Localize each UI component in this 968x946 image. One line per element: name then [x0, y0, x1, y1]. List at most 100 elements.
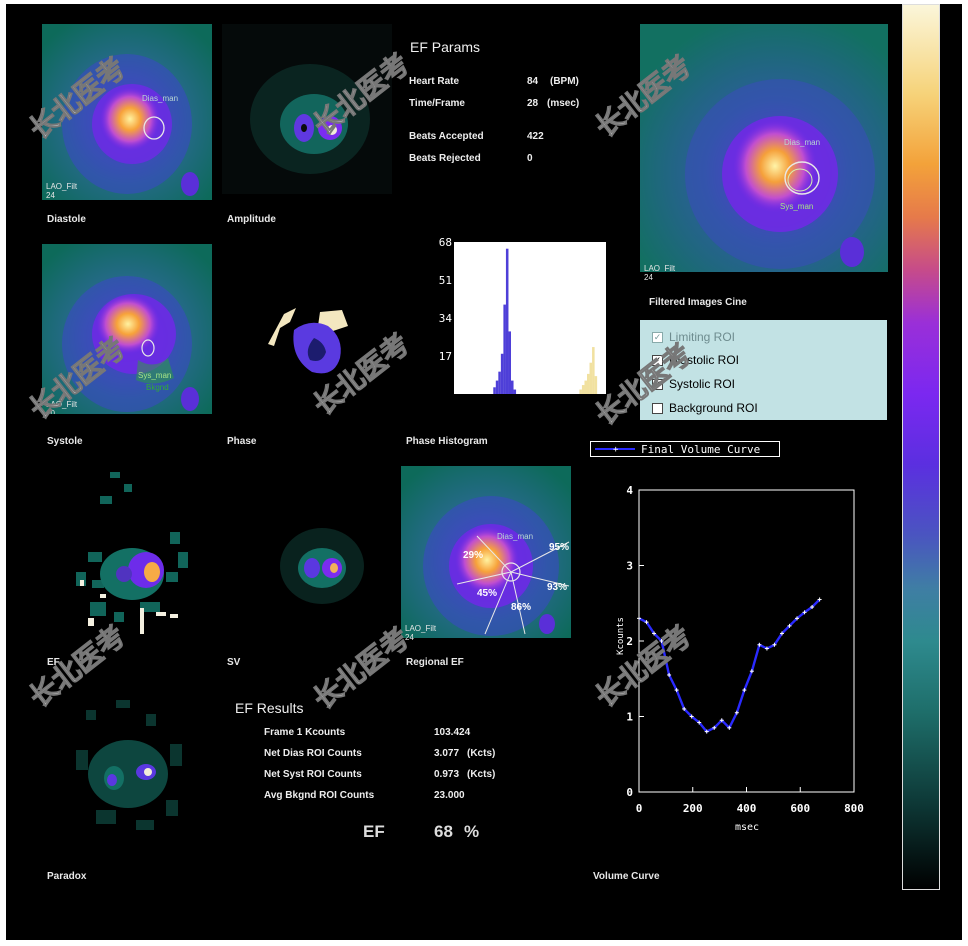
- cine-roi-dias-label: Dias_man: [784, 138, 821, 147]
- amplitude-image[interactable]: [222, 24, 392, 194]
- systole-image[interactable]: Sys_man Bkgnd LAO_Filt 10: [42, 244, 212, 414]
- result-avg-bkgnd-label: Avg Bkgnd ROI Counts: [264, 790, 375, 801]
- param-beats-rejected-label: Beats Rejected: [409, 153, 481, 164]
- volume-curve-point: [749, 669, 754, 674]
- volume-curve-point: [697, 720, 702, 725]
- roi-option-diastolic[interactable]: ✓ Diastolic ROI: [652, 352, 739, 368]
- paradox-image[interactable]: [66, 690, 196, 850]
- volume-plot-area: [638, 489, 855, 793]
- ef-result-value: 68: [434, 822, 453, 841]
- histogram-bar-0-3: [500, 353, 504, 394]
- histogram-bar-1-4: [589, 362, 593, 394]
- regional-ef-sector-5: 86%: [511, 602, 532, 613]
- cine-frame: 24: [644, 273, 653, 282]
- volume-curve-point: [637, 616, 641, 621]
- volume-curve-point: [764, 646, 769, 651]
- result-net-syst-label: Net Syst ROI Counts: [264, 769, 362, 780]
- param-heart-rate-label: Heart Rate: [409, 76, 460, 87]
- roi-option-systolic[interactable]: ✓ Systolic ROI: [652, 376, 735, 392]
- regional-ef-sector-2: 95%: [549, 542, 570, 553]
- histogram-bar-1-6: [594, 376, 598, 394]
- histogram-y-tick: 34: [439, 312, 453, 325]
- ef-image[interactable]: [70, 462, 194, 638]
- checkbox-background-roi[interactable]: [652, 402, 663, 414]
- checkbox-diastolic-roi[interactable]: ✓: [652, 354, 663, 366]
- histogram-bar-1-5: [592, 347, 595, 394]
- diastole-tag: LAO_Filt: [46, 182, 78, 191]
- histogram-bar-0-6: [508, 331, 511, 394]
- param-beats-accepted-value: 422: [527, 131, 544, 142]
- volume-y-tick: 0: [626, 786, 633, 799]
- volume-curve-point: [674, 688, 679, 693]
- histogram-x-tick: 90: [485, 396, 498, 409]
- volume-curve-xlabel: msec: [735, 822, 759, 833]
- histogram-bar-0-5: [505, 248, 509, 394]
- param-time-frame-label: Time/Frame: [409, 98, 465, 109]
- volume-x-tick: 0: [636, 802, 643, 815]
- cine-roi-sys-label: Sys_man: [780, 202, 814, 211]
- param-heart-rate-value: 84: [527, 76, 539, 87]
- diastole-roi-label: Dias_man: [142, 94, 179, 103]
- roi-option-limiting-label: Limiting ROI: [669, 330, 736, 344]
- volume-curve-point: [682, 706, 687, 711]
- histogram-bar-0-0: [493, 387, 496, 394]
- result-avg-bkgnd-value: 23.000: [434, 790, 465, 801]
- volume-curve-point: [719, 718, 724, 723]
- histogram-x-tick: 0: [451, 396, 458, 409]
- volume-curve-point: [772, 642, 777, 647]
- systole-tag: LAO_Filt: [46, 400, 78, 409]
- volume-x-tick: 600: [790, 802, 810, 815]
- regional-ef-label: Regional EF: [406, 657, 464, 668]
- cine-image[interactable]: Dias_man Sys_man LAO_Filt: [640, 24, 888, 272]
- diastole-frame: 24: [46, 191, 55, 200]
- volume-curve-point: [742, 688, 747, 693]
- sv-label: SV: [227, 657, 241, 668]
- regional-ef-image[interactable]: Dias_man 29% 95% 93% 45% 86% LAO_Filt: [401, 466, 571, 638]
- histogram-x-tick: 270: [558, 396, 578, 409]
- volume-curve-point: [810, 605, 815, 610]
- ef-params-title: EF Params: [410, 39, 481, 55]
- param-time-frame-unit: (msec): [547, 98, 580, 109]
- volume-curve-legend: + Final Volume Curve: [590, 441, 780, 457]
- cine-label: Filtered Images Cine: [649, 297, 747, 308]
- diastole-image[interactable]: Dias_man LAO_Filt 24: [42, 24, 212, 200]
- volume-curve-point: [795, 616, 800, 621]
- histogram-bar-1-1: [581, 385, 585, 394]
- regional-ef-sector-3: 93%: [547, 582, 568, 593]
- ef-result-unit: %: [464, 822, 480, 841]
- systole-frame: 10: [46, 409, 55, 414]
- volume-x-tick: 400: [737, 802, 757, 815]
- histogram-y-tick: 17: [439, 350, 452, 363]
- param-time-frame-value: 28: [527, 98, 539, 109]
- volume-y-tick: 1: [626, 711, 633, 724]
- diastole-label: Diastole: [47, 214, 86, 225]
- volume-x-tick: 800: [844, 802, 864, 815]
- volume-curve-point: [712, 725, 717, 730]
- histogram-x-tick: 180: [520, 396, 540, 409]
- volume-curve-point: [734, 710, 739, 715]
- volume-curve-point: [667, 672, 672, 677]
- histogram-y-tick: 68: [439, 236, 452, 249]
- result-frame1-value: 103.424: [434, 727, 471, 738]
- histogram-bar-0-1: [495, 380, 499, 394]
- roi-option-systolic-label: Systolic ROI: [669, 377, 736, 391]
- watermark-8: 长北医考: [307, 620, 417, 716]
- roi-option-background-label: Background ROI: [669, 401, 758, 415]
- histogram-bar-1-3: [587, 373, 590, 394]
- result-net-syst-value: 0.973: [434, 769, 460, 780]
- checkbox-systolic-roi[interactable]: ✓: [652, 378, 663, 390]
- checkbox-limiting-roi[interactable]: ✓: [652, 331, 663, 343]
- histogram-bar-0-4: [503, 304, 506, 394]
- regional-ef-roi-label: Dias_man: [497, 532, 534, 541]
- result-net-syst-unit: (Kcts): [467, 769, 496, 780]
- phase-histogram-chart: 0 90 180 270 360 17 34 51 68: [439, 236, 616, 409]
- sv-image[interactable]: [246, 504, 386, 614]
- volume-curve-point: [817, 597, 822, 602]
- roi-option-background[interactable]: Background ROI: [652, 400, 758, 416]
- phase-image[interactable]: [236, 294, 386, 394]
- roi-option-limiting[interactable]: ✓ Limiting ROI: [652, 329, 735, 345]
- cine-tag: LAO_Filt: [644, 264, 676, 272]
- volume-y-tick: 3: [626, 560, 633, 573]
- systole-label: Systole: [47, 436, 83, 447]
- volume-curve-point: [644, 620, 649, 625]
